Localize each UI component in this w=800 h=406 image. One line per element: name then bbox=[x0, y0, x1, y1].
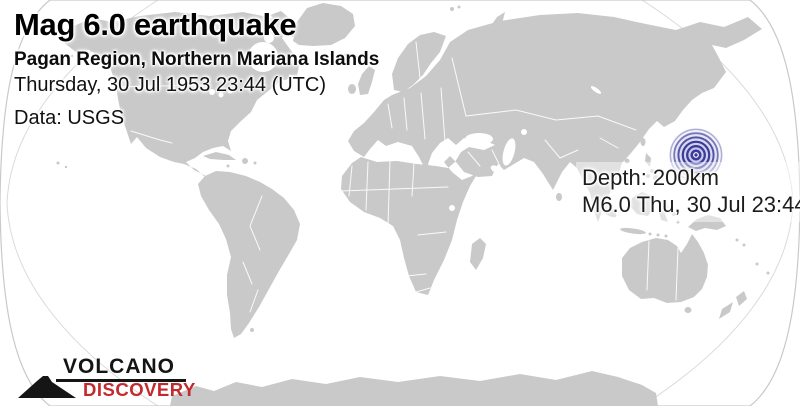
volcano-icon bbox=[18, 376, 76, 398]
region-subtitle: Pagan Region, Northern Mariana Islands bbox=[14, 49, 380, 70]
event-info-box: Depth: 200km M6.0 Thu, 30 Jul 23:44 bbox=[576, 162, 800, 222]
sumatra bbox=[593, 198, 617, 218]
new-guinea bbox=[688, 215, 726, 231]
japan bbox=[676, 81, 688, 93]
black-sea bbox=[465, 133, 493, 145]
afro-eurasia bbox=[341, 13, 762, 295]
brand-volcano: VOLCANO bbox=[63, 355, 175, 378]
britain bbox=[358, 66, 375, 95]
scandinavia bbox=[392, 32, 446, 92]
country-borders bbox=[117, 41, 679, 313]
australia bbox=[622, 234, 708, 303]
cuba bbox=[203, 152, 236, 160]
philippines bbox=[645, 153, 651, 167]
logo-underline bbox=[56, 378, 186, 382]
caspian-sea bbox=[502, 138, 516, 166]
epicenter-rings-icon bbox=[668, 127, 724, 183]
magnitude-time: M6.0 Thu, 30 Jul 23:44 bbox=[582, 192, 800, 217]
madagascar bbox=[470, 238, 486, 270]
data-source: Data: USGS bbox=[14, 107, 125, 129]
header: Mag 6.0 earthquake Pagan Region, Norther… bbox=[14, 8, 379, 130]
new-zealand bbox=[736, 291, 747, 306]
depth-value: Depth: 200km bbox=[582, 165, 719, 190]
volcano-discovery-logo[interactable]: VOLCANO DISCOVERY bbox=[18, 352, 238, 404]
brand-discovery: DISCOVERY bbox=[83, 379, 196, 400]
persian-gulf bbox=[490, 165, 504, 175]
lakes bbox=[209, 33, 602, 211]
north-america bbox=[63, 12, 299, 181]
page-title: Mag 6.0 earthquake bbox=[14, 7, 297, 42]
antarctica bbox=[170, 371, 658, 406]
borneo bbox=[630, 192, 654, 216]
event-datetime: Thursday, 30 Jul 1953 23:44 (UTC) bbox=[14, 74, 327, 96]
south-america bbox=[198, 171, 300, 338]
hudson-bay bbox=[248, 42, 278, 72]
continents bbox=[56, 3, 770, 406]
greenland bbox=[293, 3, 355, 46]
